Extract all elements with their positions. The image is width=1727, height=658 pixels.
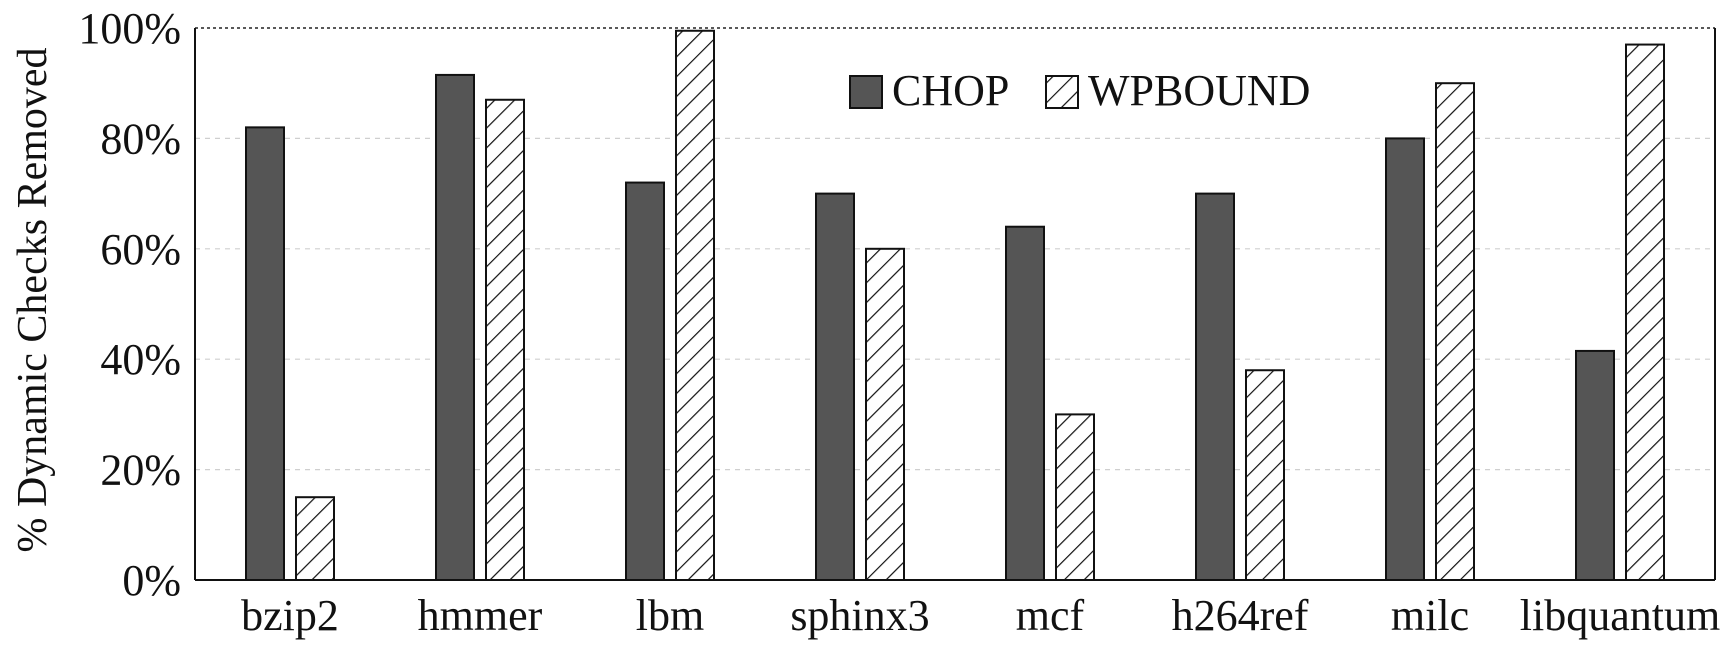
bar-wpbound-sphinx3 <box>865 247 905 582</box>
bar-wpbound-lbm <box>675 29 715 581</box>
bars <box>245 29 1665 582</box>
bar-wpbound-h264ref <box>1245 369 1285 581</box>
bar-chop-h264ref <box>1195 192 1235 581</box>
bar-chop-lbm <box>625 181 665 581</box>
x-category-label: hmmer <box>418 591 543 640</box>
y-tick-label: 0% <box>122 556 181 605</box>
legend: CHOP WPBOUND <box>849 66 1310 115</box>
legend-label-wpbound: WPBOUND <box>1088 66 1310 115</box>
bar-wpbound-milc <box>1435 82 1475 581</box>
y-tick-label: 60% <box>100 225 181 274</box>
x-category-label: h264ref <box>1172 591 1309 640</box>
bar-wpbound-libquantum <box>1625 43 1665 582</box>
legend-swatch-chop <box>849 75 883 109</box>
bar-chop-bzip2 <box>245 126 285 582</box>
x-category-label: sphinx3 <box>790 591 929 640</box>
legend-swatch-wpbound <box>1045 75 1079 109</box>
bar-chop-libquantum <box>1575 349 1615 582</box>
x-category-label: mcf <box>1016 591 1085 640</box>
x-category-label: bzip2 <box>241 591 339 640</box>
axes <box>194 28 1716 581</box>
y-tick-label: 20% <box>100 446 181 495</box>
x-axis-categories: bzip2 hmmer lbm sphinx3 mcf h264ref milc libqua… <box>241 591 1720 640</box>
bar-chop-hmmer <box>435 73 475 581</box>
x-category-label: milc <box>1391 591 1469 640</box>
y-tick-label: 40% <box>100 335 181 384</box>
y-axis-title: % Dynamic Checks Removed <box>10 47 56 552</box>
bar-wpbound-mcf <box>1055 413 1095 581</box>
bar-wpbound-hmmer <box>485 98 525 581</box>
y-tick-label: 100% <box>78 4 181 53</box>
bar-chop-mcf <box>1005 225 1045 581</box>
x-category-label: libquantum <box>1520 591 1720 640</box>
x-category-label: lbm <box>636 591 704 640</box>
y-tick-label: 80% <box>100 114 181 163</box>
y-axis-ticks: 0% 20% 40% 60% 80% 100% <box>78 4 181 605</box>
bar-chop-sphinx3 <box>815 192 855 581</box>
bar-chop-milc <box>1385 137 1425 581</box>
bar-wpbound-bzip2 <box>295 496 335 582</box>
legend-label-chop: CHOP <box>892 66 1009 115</box>
